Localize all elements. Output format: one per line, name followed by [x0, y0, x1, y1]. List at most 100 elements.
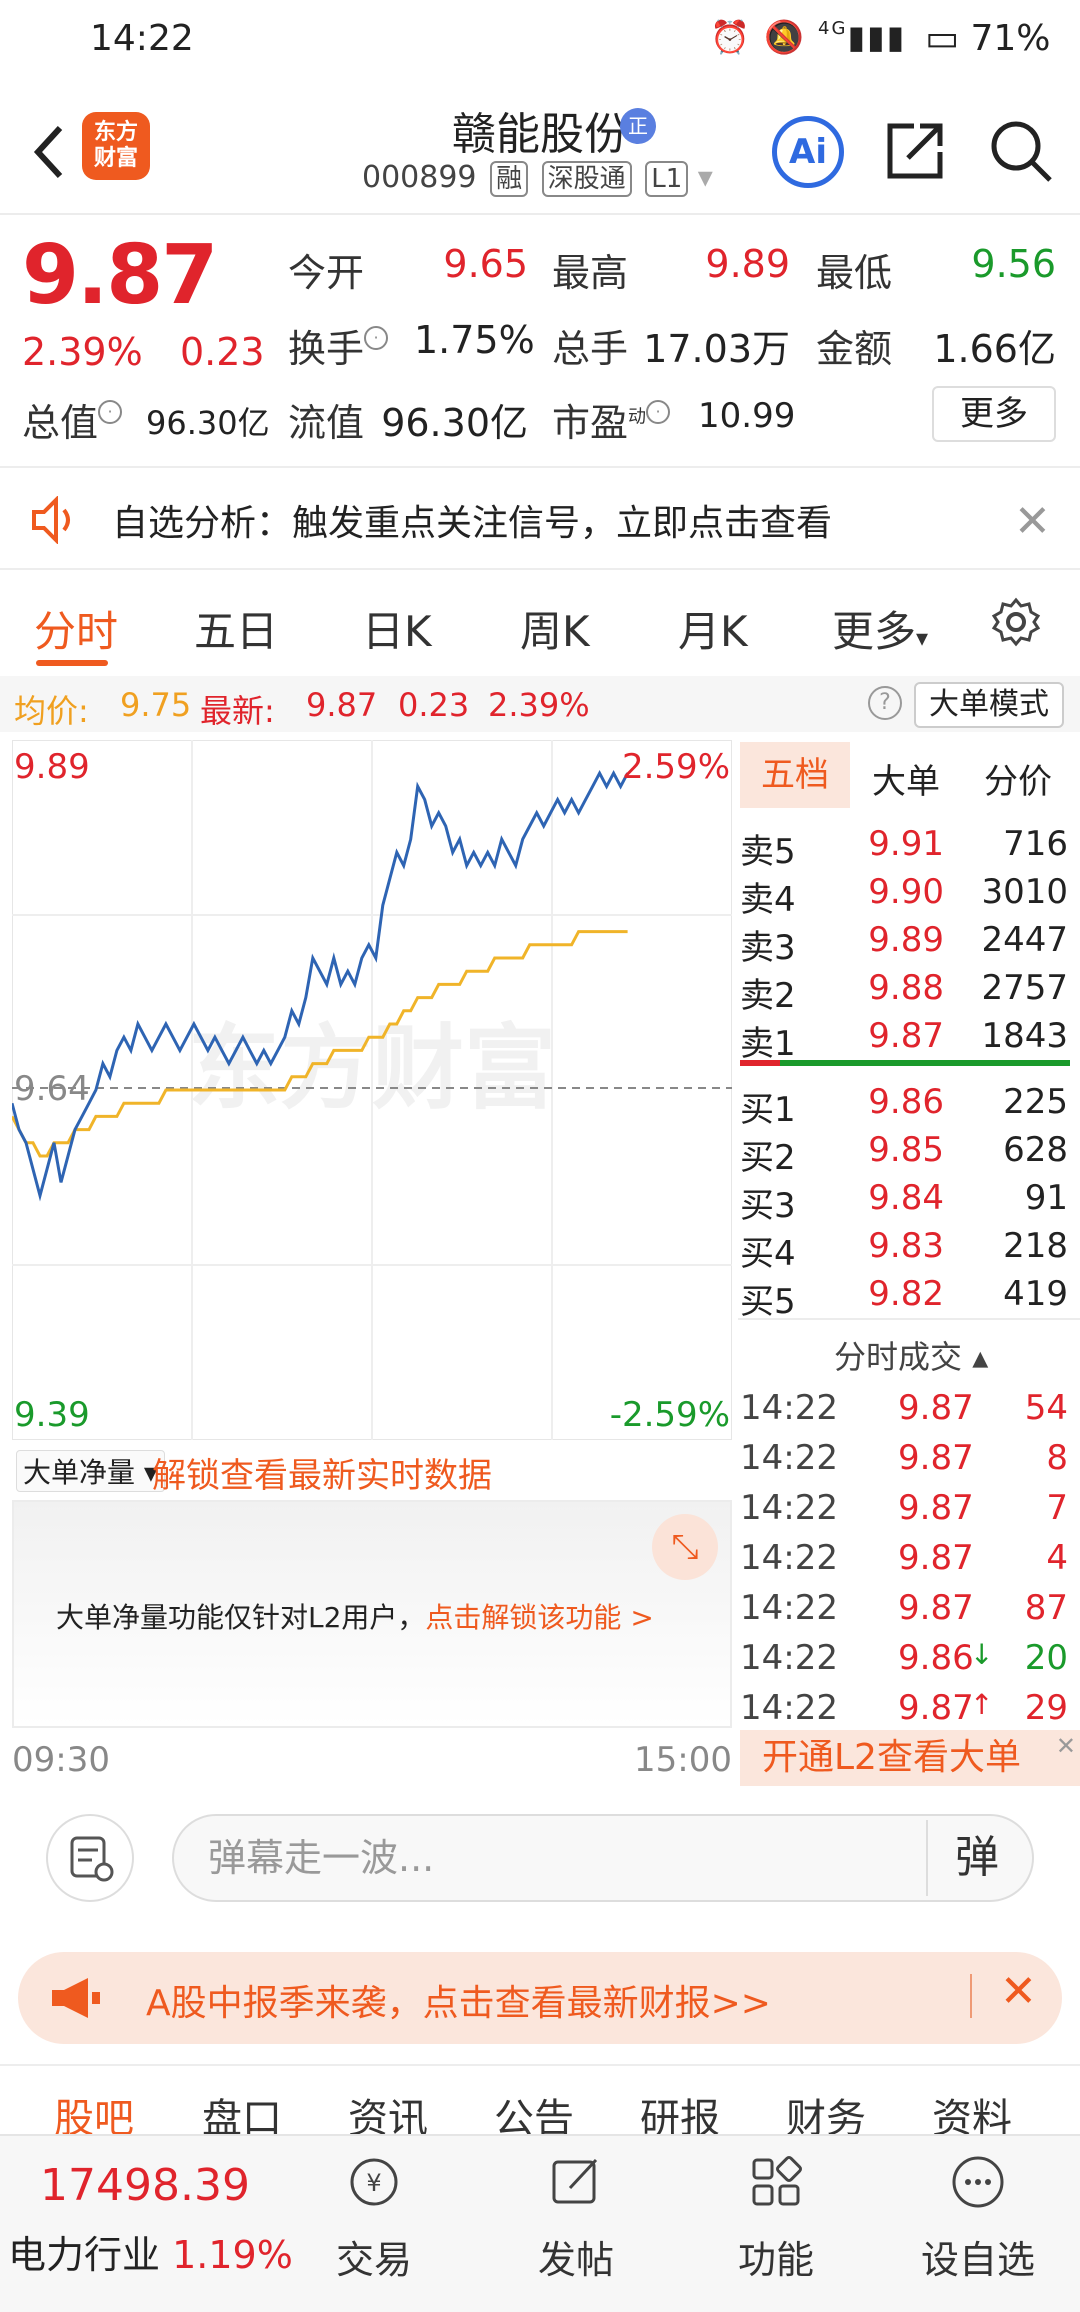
ask-row[interactable]: 卖2 9.88 2757	[738, 964, 1072, 1016]
info-icon[interactable]: ·	[646, 400, 671, 424]
earnings-banner[interactable]: A股中报季来袭，点击查看最新财报>> ✕	[18, 1952, 1062, 2044]
post-button[interactable]: 发帖	[496, 2152, 656, 2284]
bid-row[interactable]: 买1 9.86 225	[738, 1078, 1072, 1130]
status-bar: 14:22 ⏰ 🔕 4G▮▮▮ ▭ 71%	[0, 0, 1080, 80]
latest-change: 0.23	[398, 686, 470, 724]
settings-gear-icon[interactable]	[990, 596, 1042, 648]
danmu-settings-icon[interactable]	[46, 1814, 134, 1902]
intraday-summary: 均价: 9.75 最新: 9.87 0.23 2.39% ? 大单模式	[0, 676, 1080, 732]
expand-icon[interactable]: ⤡	[652, 1514, 718, 1580]
alert-text: 自选分析：触发重点关注信号，立即点击查看	[112, 503, 833, 544]
pe-label: 市盈动 ·	[552, 392, 671, 447]
caret-down-icon[interactable]: ▾	[697, 160, 713, 195]
trade-time: 14:22	[740, 1388, 838, 1428]
ask-price: 9.89	[868, 920, 944, 960]
ai-button[interactable]: Ai	[772, 116, 844, 188]
industry-name: 电力行业	[8, 2233, 161, 2277]
danmu-input[interactable]: 弹幕走一波...	[172, 1814, 1034, 1902]
open-label: 今开	[288, 251, 365, 295]
trade-volume: 7	[1046, 1488, 1068, 1528]
trade-button[interactable]: ¥ 交易	[294, 2152, 454, 2284]
x-start-label: 09:30	[12, 1740, 110, 1780]
ask-volume: 1843	[981, 1016, 1068, 1056]
trade-time: 14:22	[740, 1638, 838, 1678]
bid-volume: 628	[1003, 1130, 1068, 1170]
l2-unlock-link[interactable]: 点击解锁该功能 >	[425, 1601, 654, 1634]
tab-five-day[interactable]: 五日	[194, 607, 279, 656]
stock-code-row[interactable]: 000899 融 深股通 L1 ▾	[362, 160, 713, 197]
close-icon[interactable]: ✕	[1000, 1966, 1037, 2017]
tag-level: L1	[645, 161, 689, 197]
danmu-icon	[70, 1836, 114, 1882]
functions-button[interactable]: 功能	[696, 2152, 856, 2284]
tab-big-orders[interactable]: 大单	[872, 762, 940, 802]
bid-price: 9.84	[868, 1178, 944, 1218]
tab-five-levels[interactable]: 五档	[740, 742, 850, 808]
ask-row[interactable]: 卖3 9.89 2447	[738, 916, 1072, 968]
trade-time: 14:22	[740, 1688, 838, 1728]
latest-label: 最新:	[200, 692, 275, 730]
tab-more[interactable]: 更多▾	[832, 598, 928, 659]
ask-label: 卖2	[740, 976, 796, 1016]
functions-label: 功能	[737, 2238, 814, 2282]
tab-price-distribution[interactable]: 分价	[984, 762, 1052, 802]
intraday-chart[interactable]: 东方财富 9.89 9.64 9.39 2.59% -2.59%	[12, 740, 732, 1440]
tab-daily-k[interactable]: 日K	[362, 607, 432, 656]
tab-weekly-k[interactable]: 周K	[520, 607, 590, 656]
back-icon[interactable]	[22, 122, 82, 182]
trades-title[interactable]: 分时成交 ▴	[834, 1338, 989, 1376]
industry-row[interactable]: 电力行业 1.19%	[8, 2224, 293, 2279]
grid-icon	[752, 2156, 802, 2206]
speaker-icon	[32, 496, 70, 544]
info-icon[interactable]: ·	[364, 326, 389, 350]
unlock-link[interactable]: 解锁查看最新实时数据	[152, 1456, 492, 1496]
ask-row[interactable]: 卖4 9.90 3010	[738, 868, 1072, 920]
section-tabs: 股吧 盘口 资讯 公告 研报 财务 资料	[0, 2064, 1080, 2142]
stock-code: 000899	[362, 160, 477, 195]
tab-intraday[interactable]: 分时	[34, 607, 119, 656]
l2-upgrade-banner[interactable]: 开通L2查看大单 ✕	[740, 1730, 1080, 1786]
bid-price: 9.83	[868, 1226, 944, 1266]
turnover-label-text: 换手	[288, 327, 365, 371]
danmu-row: 弹幕走一波... 弹	[0, 1790, 1080, 1930]
bid-row[interactable]: 买3 9.84 91	[738, 1174, 1072, 1226]
edit-icon	[552, 2158, 598, 2204]
ask-row[interactable]: 卖5 9.91 716	[738, 820, 1072, 872]
big-order-dropdown[interactable]: 大单净量 ▾	[16, 1450, 165, 1492]
battery-indicator: ▭ 71%	[925, 18, 1051, 59]
total-value: 96.30亿	[146, 404, 270, 442]
big-order-mode-button[interactable]: 大单模式	[914, 682, 1064, 728]
trade-price: 9.87	[898, 1488, 974, 1528]
trade-time: 14:22	[740, 1488, 838, 1528]
share-icon[interactable]	[884, 118, 948, 182]
info-icon[interactable]: ·	[98, 400, 123, 424]
help-icon[interactable]: ?	[868, 686, 902, 720]
more-button[interactable]: 更多	[932, 386, 1056, 442]
amount-value: 1.66亿	[933, 327, 1056, 371]
close-icon[interactable]: ✕	[1055, 1732, 1076, 1760]
trade-time: 14:22	[740, 1588, 838, 1628]
bid-label: 买2	[740, 1138, 796, 1178]
tab-more-label: 更多	[832, 607, 917, 656]
pct-top-label: 2.59%	[622, 747, 730, 787]
index-value[interactable]: 17498.39	[40, 2160, 250, 2211]
battery-percent: 71%	[970, 18, 1051, 59]
tag-margin: 融	[490, 161, 529, 197]
bid-row[interactable]: 买5 9.82 419	[738, 1270, 1072, 1322]
ask-row[interactable]: 卖1 9.87 1843	[738, 1012, 1072, 1064]
search-icon[interactable]	[988, 118, 1054, 184]
add-watchlist-button[interactable]: 设自选	[898, 2152, 1058, 2284]
trade-volume: 29	[1024, 1688, 1068, 1728]
close-icon[interactable]: ✕	[1014, 496, 1051, 547]
bid-row[interactable]: 买2 9.85 628	[738, 1126, 1072, 1178]
analysis-alert-bar[interactable]: 自选分析：触发重点关注信号，立即点击查看 ✕	[0, 466, 1080, 570]
bid-row[interactable]: 买4 9.83 218	[738, 1222, 1072, 1274]
time-axis: 09:30 15:00	[12, 1738, 732, 1784]
average-price-line	[12, 930, 628, 1158]
y-bottom-label: 9.39	[14, 1395, 90, 1435]
trade-row: 14:22 9.87 ↑ 29	[738, 1684, 1072, 1734]
tab-monthly-k[interactable]: 月K	[678, 607, 748, 656]
industry-percent: 1.19%	[172, 2233, 293, 2277]
ask-price: 9.87	[868, 1016, 944, 1056]
danmu-send-button[interactable]: 弹	[926, 1820, 1026, 1896]
